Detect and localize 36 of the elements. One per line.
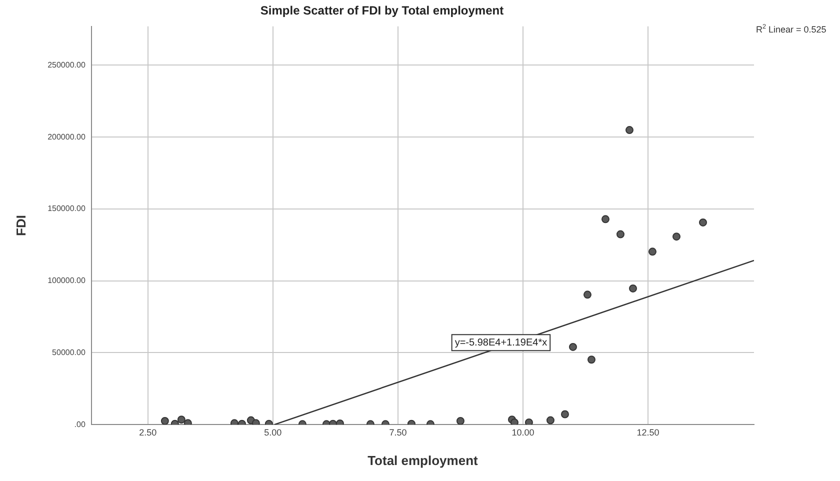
x-tick-label: 12.50 [636,427,660,438]
point [587,356,596,364]
point [184,419,192,425]
point [698,218,707,226]
y-tick-label: 200000.00 [48,132,86,142]
point [546,416,554,424]
x-tick-label: 5.00 [264,427,282,438]
annotation: y=-5.98E4+1.19E4*x [454,337,548,348]
x-tick-label: 10.00 [512,427,534,438]
point [648,248,656,256]
x-axis-title: Total employment [368,452,479,468]
x-tick-label: 2.50 [139,427,157,438]
y-axis-title: FDI [13,215,28,236]
point [160,417,169,425]
point [625,126,634,134]
point [560,410,569,418]
point [524,418,533,425]
x-tick-label: 7.50 [389,427,407,438]
y-tick-label: 250000.00 [48,60,86,70]
point [672,232,680,241]
point [456,417,464,425]
point [568,342,577,351]
chart-title: Simple Scatter of FDI by Total employment [260,4,504,18]
point [336,419,344,425]
y-tick-label: 150000.00 [48,204,86,214]
point [230,419,238,425]
y-tick-label: .00 [74,420,86,429]
point [601,215,610,224]
point [177,416,186,424]
y-tick-label: 50000.00 [52,348,86,357]
point [616,230,624,238]
point [628,284,637,292]
y-tick-label: 100000.00 [48,276,86,286]
point [583,290,592,299]
point [252,419,260,425]
point [510,418,518,425]
